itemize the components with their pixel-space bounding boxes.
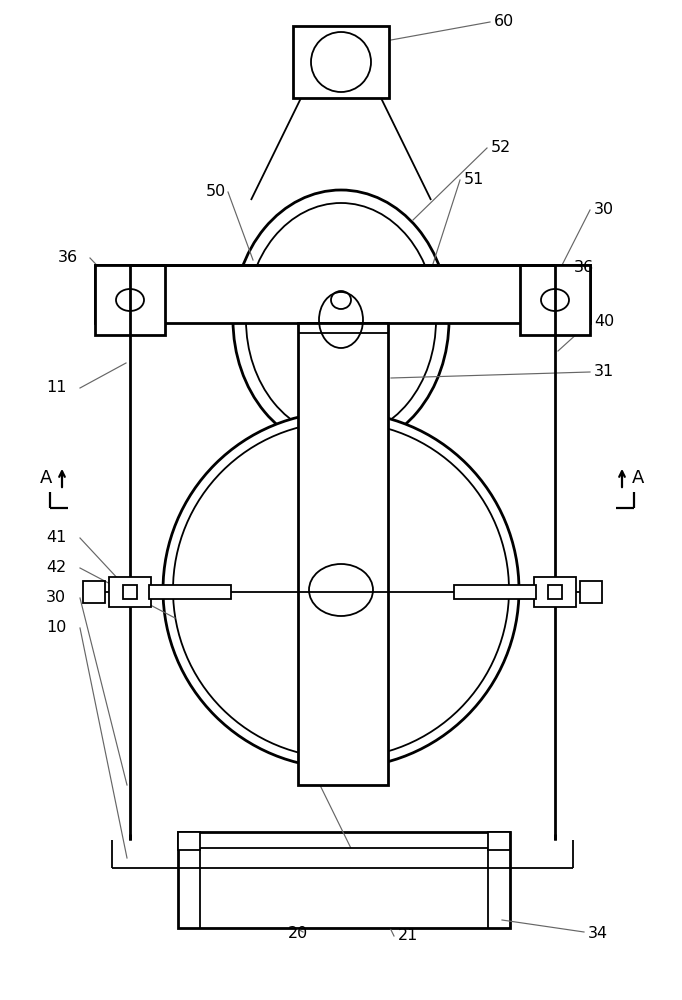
Text: A: A [40, 469, 53, 487]
Text: 40: 40 [594, 314, 614, 330]
Text: 36: 36 [58, 250, 78, 265]
Text: 31: 31 [594, 364, 614, 379]
Bar [580, 581, 602, 603]
Text: 60: 60 [494, 14, 514, 29]
Bar [298, 323, 388, 785]
Text: 51: 51 [464, 172, 484, 188]
Text: 41: 41 [46, 530, 66, 546]
Bar [178, 832, 200, 850]
Text: 50: 50 [206, 184, 226, 200]
Text: 21: 21 [398, 928, 418, 944]
Bar [488, 832, 510, 850]
Circle shape [163, 412, 519, 768]
Text: 30: 30 [46, 590, 66, 605]
Text: 30: 30 [594, 202, 614, 218]
Bar [83, 581, 105, 603]
Bar [149, 585, 231, 599]
Text: 20: 20 [288, 926, 308, 942]
Bar [123, 585, 137, 599]
Text: 42: 42 [46, 560, 66, 576]
Text: 10: 10 [46, 620, 66, 636]
Text: 52: 52 [491, 140, 512, 155]
Text: 11: 11 [46, 380, 67, 395]
Bar [534, 577, 576, 607]
Bar [293, 26, 389, 98]
Text: 36: 36 [574, 260, 594, 275]
Circle shape [173, 422, 509, 758]
Bar [200, 848, 488, 928]
Ellipse shape [233, 190, 449, 450]
Bar [95, 265, 590, 323]
Circle shape [311, 32, 371, 92]
Bar [454, 585, 536, 599]
Text: 34: 34 [588, 926, 608, 942]
Bar [109, 577, 151, 607]
Bar [548, 585, 562, 599]
Ellipse shape [246, 203, 436, 437]
Bar [178, 832, 510, 928]
Bar [95, 265, 165, 335]
Text: A: A [632, 469, 644, 487]
Bar [520, 265, 590, 335]
